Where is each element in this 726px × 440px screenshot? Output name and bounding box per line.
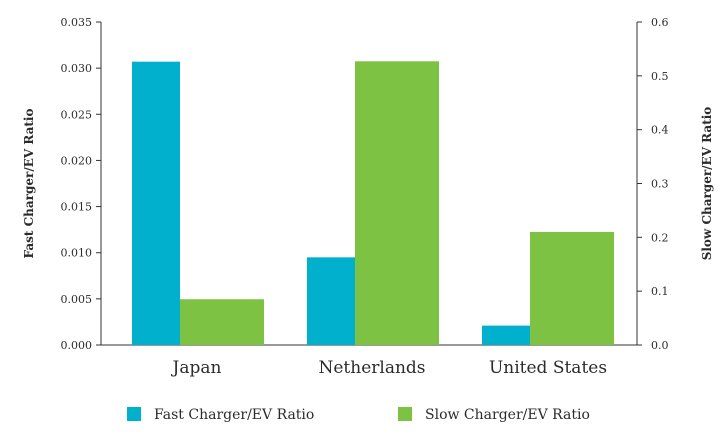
bar-fast-japan xyxy=(132,61,180,345)
left-y-tick-label: 0.010 xyxy=(61,247,93,260)
left-y-tick-label: 0.025 xyxy=(61,108,93,121)
labels-layer: 0.000 0.005 0.010 0.015 0.020 0.025 0.030 0.035… xyxy=(22,16,714,378)
bar-fast-netherlands xyxy=(307,257,355,345)
right-y-tick-label: 0.5 xyxy=(651,70,669,83)
left-y-tick-label: 0.005 xyxy=(61,293,93,306)
bar-slow-netherlands xyxy=(355,61,439,345)
left-y-tick-label: 0.020 xyxy=(61,154,93,167)
left-y-tick-label: 0.035 xyxy=(61,16,93,29)
right-y-tick-label: 0.0 xyxy=(651,339,669,352)
left-y-tick-label: 0.015 xyxy=(61,201,93,214)
legend: Fast Charger/EV Ratio Slow Charger/EV Rat… xyxy=(127,407,590,423)
bar-fast-united-states xyxy=(482,325,530,345)
left-y-tick-label: 0.030 xyxy=(61,62,93,75)
bar-slow-united-states xyxy=(530,231,614,345)
right-y-tick-label: 0.4 xyxy=(651,124,669,137)
left-y-tick-label: 0.000 xyxy=(61,339,93,352)
legend-label-fast: Fast Charger/EV Ratio xyxy=(154,407,314,423)
right-y-tick-label: 0.1 xyxy=(651,285,669,298)
legend-label-slow: Slow Charger/EV Ratio xyxy=(425,407,590,423)
bars-layer xyxy=(132,61,614,345)
right-y-axis-title: Slow Charger/EV Ratio xyxy=(700,107,714,261)
left-y-axis-title: Fast Charger/EV Ratio xyxy=(22,109,36,259)
right-y-tick-label: 0.3 xyxy=(651,178,669,191)
x-category-label: Netherlands xyxy=(318,358,425,378)
legend-swatch-slow xyxy=(398,407,412,421)
x-category-label: United States xyxy=(489,358,607,378)
x-category-label: Japan xyxy=(171,358,222,378)
right-y-tick-label: 0.6 xyxy=(651,16,669,29)
legend-swatch-fast xyxy=(127,407,141,421)
right-y-tick-label: 0.2 xyxy=(651,231,669,244)
bar-slow-japan xyxy=(180,299,264,345)
